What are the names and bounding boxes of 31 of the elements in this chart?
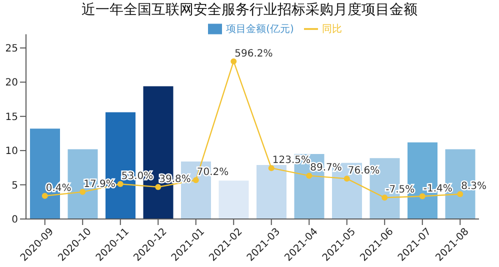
data-label: 596.2%	[234, 48, 273, 60]
point	[230, 58, 237, 64]
data-label: 76.6%	[348, 166, 380, 177]
y-tick-label: 25	[5, 44, 18, 54]
point	[192, 177, 199, 184]
y-tick-label: 15	[5, 112, 18, 123]
point	[42, 192, 48, 199]
data-label: -7.5%	[386, 184, 415, 196]
point	[344, 176, 350, 182]
y-tick-label: 20	[5, 78, 18, 89]
legend-label: 项目金额(亿元)	[226, 24, 294, 35]
legend-label: 同比	[322, 24, 342, 35]
data-label: 89.7%	[310, 162, 342, 174]
bar	[256, 164, 286, 219]
y-tick-label: 5	[12, 180, 18, 192]
point	[117, 180, 124, 187]
point	[382, 194, 388, 201]
bar	[218, 180, 249, 219]
data-label: 17.9%	[84, 178, 116, 190]
y-tick-label: 0	[12, 214, 18, 226]
point	[306, 172, 312, 179]
data-label: 53.0%	[121, 170, 154, 182]
data-label: 39.8%	[159, 174, 191, 185]
data-label: 123.5%	[272, 155, 311, 166]
point	[80, 188, 86, 195]
y-tick-label: 10	[5, 146, 18, 158]
point	[419, 193, 426, 200]
point	[155, 184, 162, 190]
point	[268, 165, 274, 172]
chart-title: 近一年全国互联网安全服务行业招标采购月度项目金额	[80, 1, 418, 19]
point	[457, 191, 464, 198]
